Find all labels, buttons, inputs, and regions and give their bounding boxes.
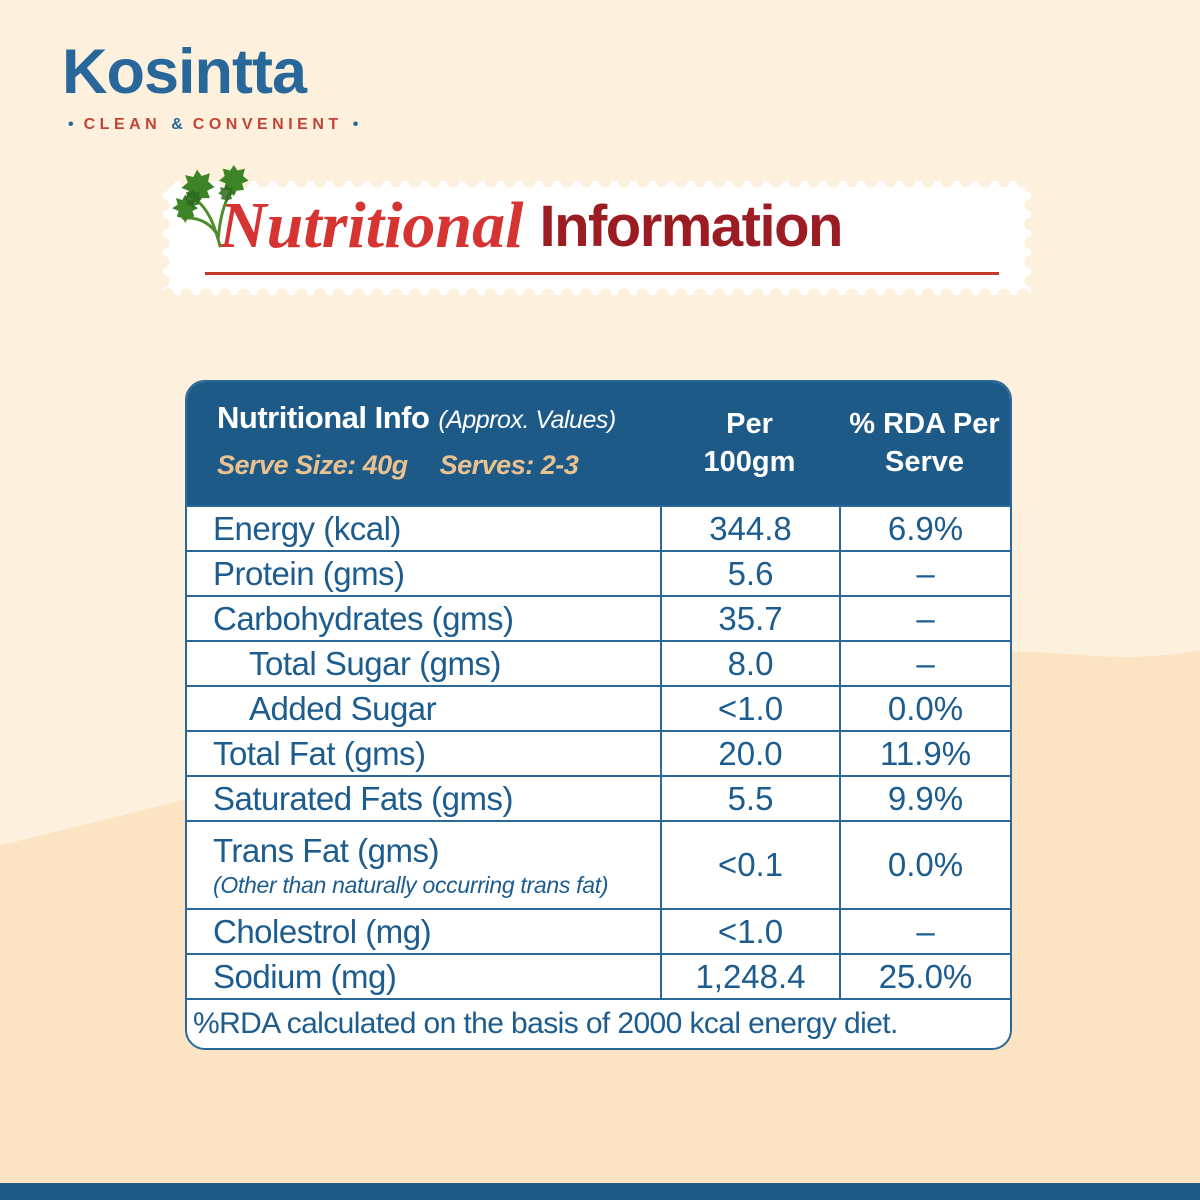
table-row-saturated-fats: Saturated Fats (gms) 5.5 9.9% [187,775,1010,820]
trans-fat-label: Trans Fat (gms) [213,831,439,869]
row-rda-value: – [839,597,1010,640]
nutrition-table: Nutritional Info (Approx. Values) Serve … [185,380,1012,1050]
row-rda-value: – [839,642,1010,685]
rda-footnote: %RDA calculated on the basis of 2000 kca… [187,998,1010,1048]
stamp-perforation-left [156,177,170,299]
row-label: Carbohydrates (gms) [213,599,514,637]
brand-header: Kosintta • CLEAN & CONVENIENT • [62,36,358,134]
stamp-perforation-right [1024,177,1038,299]
table-title: Nutritional Info [217,400,430,435]
table-row-total-fat: Total Fat (gms) 20.0 11.9% [187,730,1010,775]
table-header: Nutritional Info (Approx. Values) Serve … [187,382,1010,505]
row-label: Sodium (mg) [213,957,397,995]
row-per100-value: 344.8 [660,507,839,550]
title-stamp: Nutritional Information [156,165,1038,302]
row-label: Cholestrol (mg) [213,912,432,950]
tagline-bullet-left: • [68,116,74,133]
row-rda-value: – [839,552,1010,595]
table-row-protein: Protein (gms) 5.6 – [187,550,1010,595]
title-word-nutritional: Nutritional [219,189,524,262]
row-per100-value: 5.6 [660,552,839,595]
row-per100-value: 35.7 [660,597,839,640]
tagline-ampersand: & [171,116,183,133]
serves-text: Serves: 2-3 [439,450,579,480]
title-word-information: Information [539,193,843,259]
table-row-carbohydrates: Carbohydrates (gms) 35.7 – [187,595,1010,640]
row-rda-value: 11.9% [839,732,1010,775]
row-rda-value: 0.0% [839,822,1010,908]
stamp-perforation-top [159,174,1035,188]
table-row-trans-fat: Trans Fat (gms) (Other than naturally oc… [187,820,1010,908]
row-per100-value: <1.0 [660,910,839,953]
brand-tagline: • CLEAN & CONVENIENT • [68,116,358,134]
bottom-accent-bar [0,1183,1200,1200]
row-rda-value: 9.9% [839,777,1010,820]
tagline-word-convenient: CONVENIENT [192,116,343,133]
tagline-bullet-right: • [352,116,359,133]
table-row-added-sugar: Added Sugar <1.0 0.0% [187,685,1010,730]
title-underline [205,272,999,275]
stamp-perforation-bottom [159,288,1035,302]
row-per100-value: <0.1 [660,822,839,908]
row-rda-value: 6.9% [839,507,1010,550]
row-label: Protein (gms) [213,554,405,592]
parsley-leaf-icon [172,165,249,248]
page-title: Nutritional Information [219,183,1021,269]
table-row-total-sugar: Total Sugar (gms) 8.0 – [187,640,1010,685]
trans-fat-note: (Other than naturally occurring trans fa… [213,871,609,898]
row-label: Saturated Fats (gms) [213,779,513,817]
row-per100-value: 1,248.4 [660,955,839,998]
row-rda-value: 0.0% [839,687,1010,730]
row-rda-value: 25.0% [839,955,1010,998]
row-label: Energy (kcal) [213,509,401,547]
table-header-left: Nutritional Info (Approx. Values) Serve … [187,382,660,505]
column-header-per-100gm: Per 100gm [703,407,796,478]
row-label: Total Sugar (gms) [249,644,501,682]
row-per100-value: 8.0 [660,642,839,685]
row-per100-value: <1.0 [660,687,839,730]
row-label: Trans Fat (gms) (Other than naturally oc… [187,822,660,908]
row-per100-value: 5.5 [660,777,839,820]
serve-size-text: Serve Size: 40g [217,450,408,480]
row-rda-value: – [839,910,1010,953]
row-label: Total Fat (gms) [213,734,426,772]
table-row-cholestrol: Cholestrol (mg) <1.0 – [187,908,1010,953]
row-per100-value: 20.0 [660,732,839,775]
row-label: Added Sugar [249,689,437,727]
table-title-note: (Approx. Values) [438,406,616,434]
column-header-rda-per-serve: % RDA Per Serve [849,407,1000,478]
brand-logo-text: Kosintta [62,37,307,107]
table-row-energy: Energy (kcal) 344.8 6.9% [187,505,1010,550]
table-row-sodium: Sodium (mg) 1,248.4 25.0% [187,953,1010,998]
tagline-word-clean: CLEAN [83,116,162,133]
